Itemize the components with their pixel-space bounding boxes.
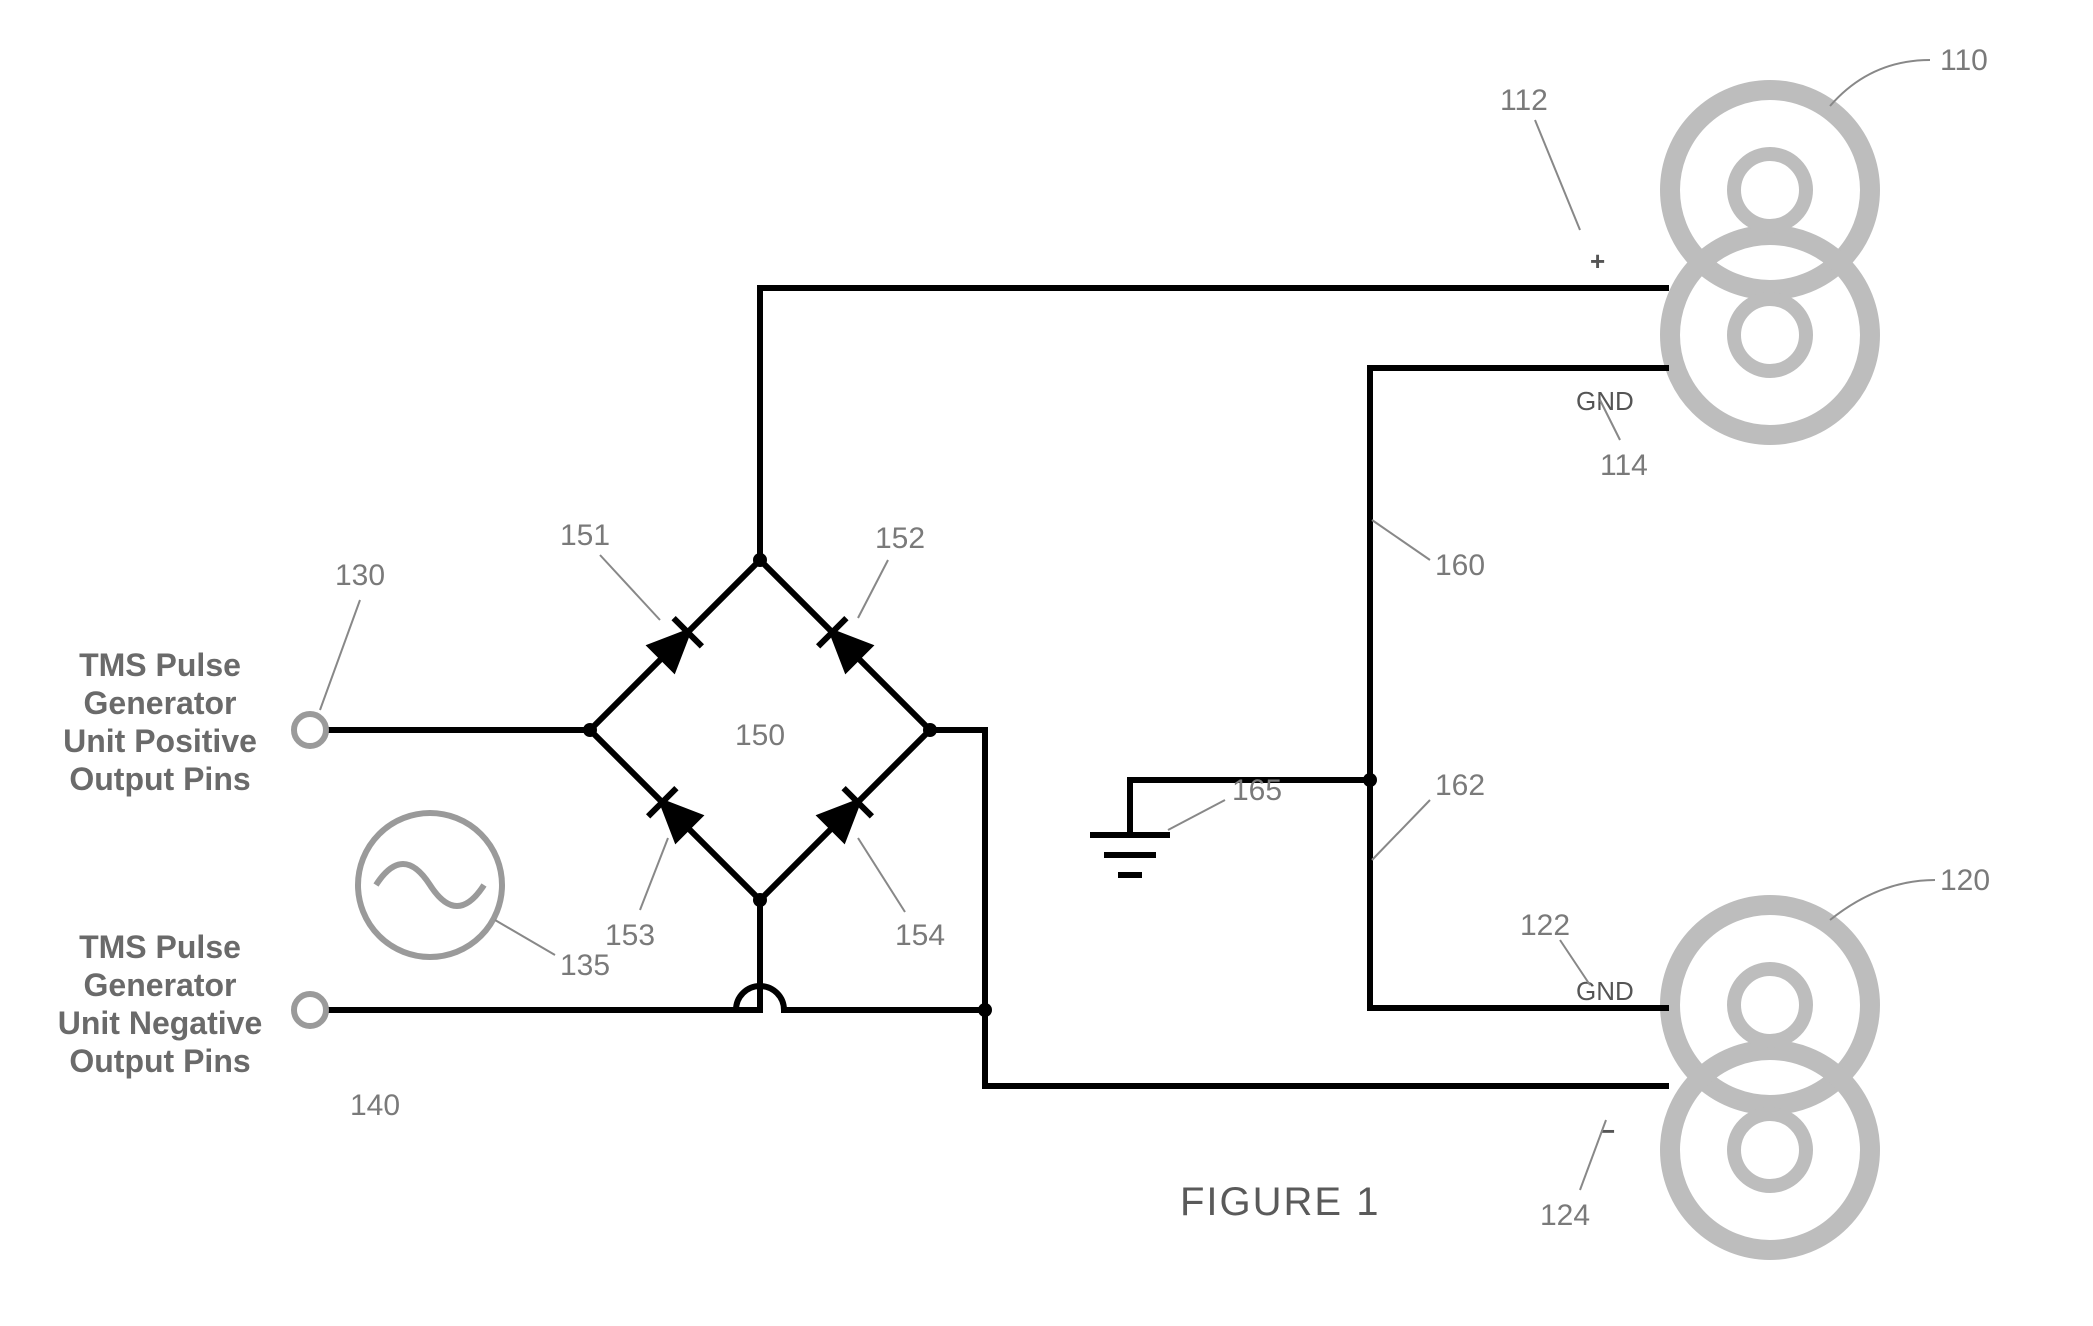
pos-pin-label-1: TMS Pulse — [79, 647, 241, 683]
ref-162: 162 — [1435, 769, 1485, 802]
ac-source-icon — [358, 813, 502, 957]
pos-pin-label-4: Output Pins — [69, 761, 250, 797]
ref-130: 130 — [335, 559, 385, 592]
ref-124: 124 — [1540, 1199, 1590, 1232]
ref-153: 153 — [605, 919, 655, 952]
leaders — [320, 60, 1935, 1190]
ref-122: 122 — [1520, 909, 1570, 942]
wiring-main — [328, 288, 1666, 1086]
ref-140: 140 — [350, 1089, 400, 1122]
gnd-bot-label: GND — [1576, 976, 1634, 1006]
ref-150: 150 — [735, 719, 785, 752]
ref-165: 165 — [1232, 774, 1282, 807]
ref-151: 151 — [560, 519, 610, 552]
ref-110: 110 — [1940, 44, 1988, 77]
ref-120: 120 — [1940, 864, 1990, 897]
ref-135: 135 — [560, 949, 610, 982]
ref-152: 152 — [875, 522, 925, 555]
figure-title: FIGURE 1 — [1180, 1180, 1380, 1224]
neg-pin-label-3: Unit Negative — [58, 1005, 262, 1041]
ref-114: 114 — [1600, 449, 1648, 482]
circuit-diagram: + GND GND − TMS Pulse Generator Unit Pos… — [0, 0, 2093, 1326]
plus-symbol: + — [1590, 246, 1605, 276]
neg-pin-label-2: Generator — [84, 967, 237, 1003]
ground-icon — [1090, 835, 1170, 875]
neg-pin-label-4: Output Pins — [69, 1043, 250, 1079]
pos-pin-label-3: Unit Positive — [63, 723, 257, 759]
coil-bottom — [1670, 905, 1870, 1250]
ref-160: 160 — [1435, 549, 1485, 582]
coil-top — [1670, 90, 1870, 435]
pos-pin-label-2: Generator — [84, 685, 237, 721]
ref-112: 112 — [1500, 84, 1548, 117]
ref-154: 154 — [895, 919, 945, 952]
neg-pin-label-1: TMS Pulse — [79, 929, 241, 965]
pin-terminals — [294, 714, 326, 1026]
